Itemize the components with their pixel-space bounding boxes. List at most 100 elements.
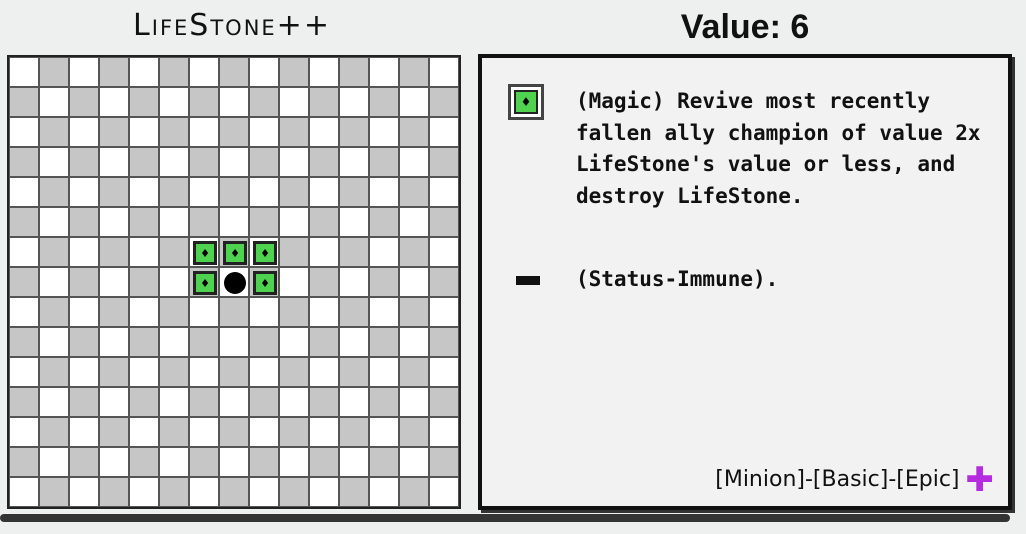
board-cell bbox=[339, 237, 369, 267]
board-cell bbox=[279, 327, 309, 357]
board-cell bbox=[219, 447, 249, 477]
board-cell bbox=[189, 357, 219, 387]
board-cell bbox=[399, 147, 429, 177]
board-cell bbox=[129, 87, 159, 117]
board-cell bbox=[99, 327, 129, 357]
board-cell bbox=[369, 477, 399, 507]
board-cell bbox=[69, 477, 99, 507]
board-cell bbox=[159, 327, 189, 357]
board-cell bbox=[309, 237, 339, 267]
board-cell bbox=[159, 207, 189, 237]
board-cell bbox=[189, 207, 219, 237]
board-cell bbox=[279, 417, 309, 447]
unit-tags: [Minion]-[Basic]-[Epic] ✚ bbox=[715, 463, 994, 497]
board-cell bbox=[219, 147, 249, 177]
board-cell bbox=[69, 117, 99, 147]
board-cell bbox=[279, 117, 309, 147]
board-cell bbox=[279, 387, 309, 417]
board-cell bbox=[99, 177, 129, 207]
board-cell bbox=[99, 357, 129, 387]
board-cell bbox=[129, 357, 159, 387]
board-cell bbox=[219, 207, 249, 237]
board-cell bbox=[219, 87, 249, 117]
board-cell bbox=[189, 177, 219, 207]
board-cell bbox=[429, 357, 459, 387]
board-cell bbox=[369, 267, 399, 297]
board-cell bbox=[9, 267, 39, 297]
board-cell bbox=[309, 117, 339, 147]
board-cell bbox=[9, 357, 39, 387]
board-cell bbox=[279, 57, 309, 87]
board-cell bbox=[429, 327, 459, 357]
board-cell bbox=[9, 87, 39, 117]
board-cell bbox=[399, 237, 429, 267]
board-cell bbox=[39, 87, 69, 117]
board-cell bbox=[159, 417, 189, 447]
board-cell bbox=[39, 57, 69, 87]
magic-icon: ♦ bbox=[508, 84, 544, 120]
board-cell bbox=[399, 177, 429, 207]
board-cell bbox=[339, 477, 369, 507]
board-cell bbox=[69, 207, 99, 237]
board-cell bbox=[249, 177, 279, 207]
board-cell bbox=[429, 57, 459, 87]
board-cell bbox=[369, 357, 399, 387]
board-cell: ♦ bbox=[189, 237, 219, 267]
board-cell bbox=[399, 477, 429, 507]
board-cell bbox=[159, 447, 189, 477]
board-cell bbox=[39, 177, 69, 207]
board-cell bbox=[69, 87, 99, 117]
board-cell bbox=[309, 357, 339, 387]
board-cell bbox=[369, 57, 399, 87]
board-cell bbox=[129, 327, 159, 357]
board-cell bbox=[189, 147, 219, 177]
divider-bar bbox=[0, 514, 1010, 522]
board-cell bbox=[309, 177, 339, 207]
board-cell bbox=[219, 297, 249, 327]
board-cell bbox=[69, 147, 99, 177]
board-cell bbox=[9, 207, 39, 237]
board-cell bbox=[309, 327, 339, 357]
board-cell bbox=[129, 177, 159, 207]
board-cell bbox=[159, 297, 189, 327]
board-cell bbox=[279, 147, 309, 177]
board-cell bbox=[219, 357, 249, 387]
board-cell bbox=[219, 177, 249, 207]
board-cell bbox=[219, 327, 249, 357]
board-cell bbox=[69, 447, 99, 477]
board-cell bbox=[9, 417, 39, 447]
board-cell bbox=[99, 297, 129, 327]
board-cell bbox=[189, 387, 219, 417]
board-cell bbox=[9, 447, 39, 477]
board-cell bbox=[429, 417, 459, 447]
board-cell bbox=[339, 117, 369, 147]
board-cell bbox=[369, 447, 399, 477]
board-cell bbox=[399, 387, 429, 417]
board-cell bbox=[39, 237, 69, 267]
board-cell bbox=[39, 147, 69, 177]
ability-panel: ♦ (Magic) Revive most recently fallen al… bbox=[478, 54, 1012, 510]
board-cell bbox=[369, 387, 399, 417]
magic-move-icon: ♦ bbox=[253, 241, 277, 265]
board-cell bbox=[39, 417, 69, 447]
board-cell bbox=[99, 147, 129, 177]
board-cell bbox=[159, 147, 189, 177]
board-cell bbox=[309, 57, 339, 87]
board-cell bbox=[129, 207, 159, 237]
board-cell bbox=[369, 87, 399, 117]
board-cell bbox=[339, 207, 369, 237]
board-cell bbox=[69, 417, 99, 447]
board-cell bbox=[219, 477, 249, 507]
board-cell bbox=[279, 447, 309, 477]
board-cell bbox=[9, 237, 39, 267]
board-cell bbox=[399, 417, 429, 447]
board-cell bbox=[309, 297, 339, 327]
board-cell bbox=[429, 387, 459, 417]
board-cell bbox=[339, 57, 369, 87]
board-cell bbox=[99, 387, 129, 417]
board-cell bbox=[39, 327, 69, 357]
board-cell bbox=[399, 327, 429, 357]
board-cell bbox=[279, 357, 309, 387]
board-cell bbox=[429, 117, 459, 147]
board-cell bbox=[99, 477, 129, 507]
